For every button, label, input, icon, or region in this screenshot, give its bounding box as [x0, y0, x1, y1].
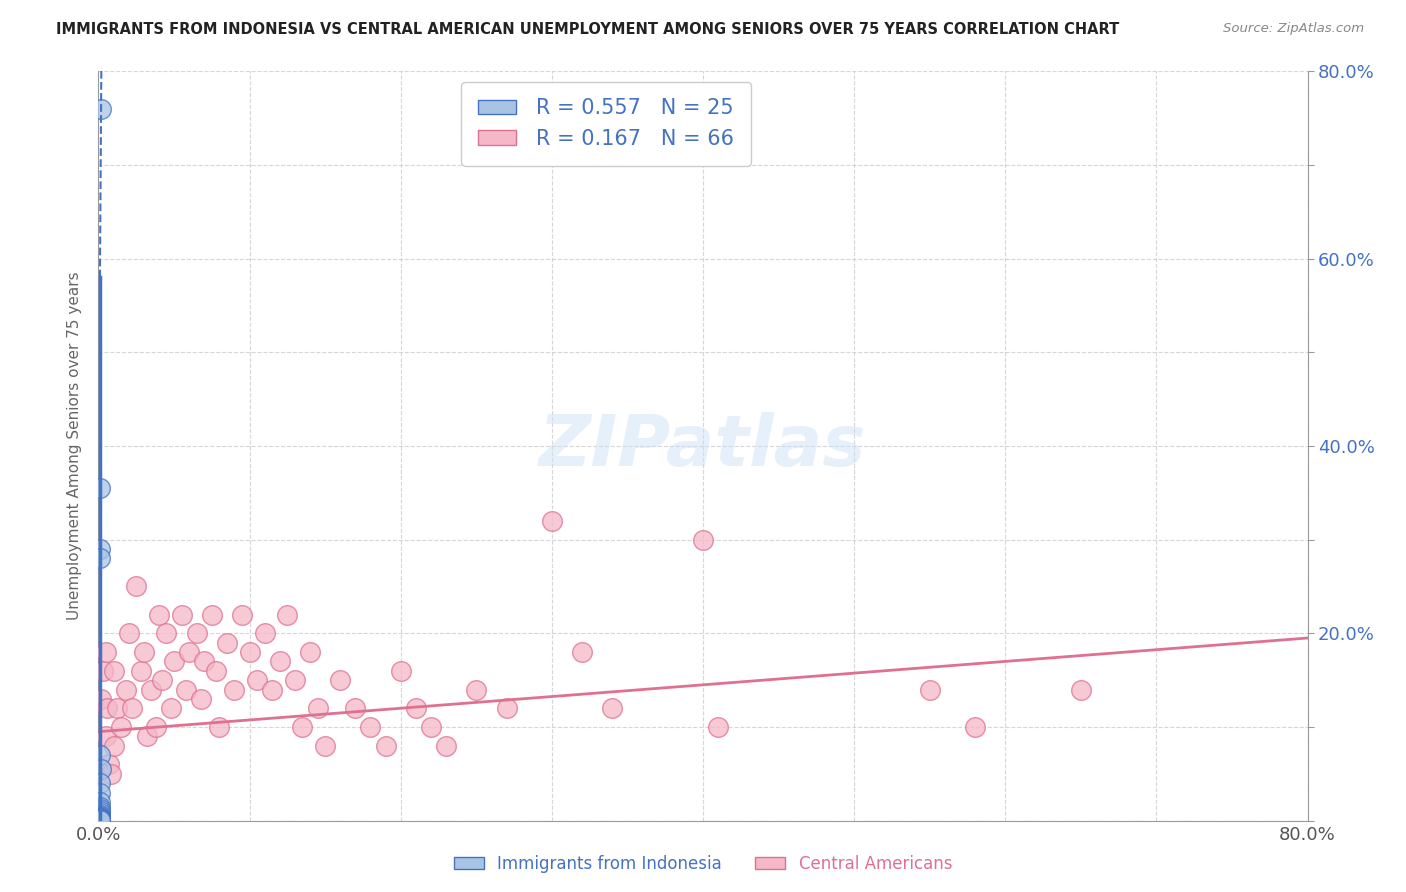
Point: [299, 645, 322, 659]
Point: [163, 655, 186, 669]
Point: [89, 808, 111, 822]
Point: [103, 664, 125, 678]
Point: [103, 739, 125, 753]
Point: [692, 533, 714, 547]
Point: [1070, 682, 1092, 697]
Point: [174, 682, 197, 697]
Point: [389, 664, 412, 678]
Point: [160, 701, 183, 715]
Point: [89, 812, 111, 826]
Point: [89, 812, 111, 826]
Legend: Immigrants from Indonesia, Central Americans: Immigrants from Indonesia, Central Ameri…: [447, 848, 959, 880]
Legend: R = 0.557   N = 25, R = 0.167   N = 66: R = 0.557 N = 25, R = 0.167 N = 66: [461, 82, 751, 166]
Point: [215, 635, 238, 649]
Point: [89, 813, 111, 827]
Point: [253, 626, 276, 640]
Point: [179, 645, 201, 659]
Point: [89, 481, 111, 495]
Point: [269, 655, 291, 669]
Point: [148, 607, 170, 622]
Point: [89, 810, 111, 824]
Point: [89, 813, 111, 827]
Point: [89, 802, 111, 816]
Point: [89, 811, 111, 825]
Point: [405, 701, 427, 715]
Point: [89, 813, 111, 827]
Point: [208, 720, 231, 734]
Point: [94, 645, 117, 659]
Point: [89, 776, 111, 790]
Point: [89, 811, 111, 825]
Point: [132, 645, 155, 659]
Point: [231, 607, 253, 622]
Point: [918, 682, 941, 697]
Point: [420, 720, 443, 734]
Point: [540, 514, 562, 528]
Point: [571, 645, 593, 659]
Point: [89, 786, 111, 800]
Point: [91, 664, 114, 678]
Point: [94, 730, 117, 744]
Point: [89, 805, 111, 819]
Point: [262, 682, 284, 697]
Text: IMMIGRANTS FROM INDONESIA VS CENTRAL AMERICAN UNEMPLOYMENT AMONG SENIORS OVER 75: IMMIGRANTS FROM INDONESIA VS CENTRAL AME…: [56, 22, 1119, 37]
Point: [141, 682, 163, 697]
Point: [307, 701, 329, 715]
Point: [205, 664, 228, 678]
Point: [239, 645, 262, 659]
Point: [155, 626, 177, 640]
Point: [284, 673, 307, 688]
Point: [89, 812, 111, 826]
Point: [344, 701, 367, 715]
Point: [707, 720, 730, 734]
Point: [465, 682, 488, 697]
Point: [90, 692, 112, 706]
Point: [602, 701, 624, 715]
Y-axis label: Unemployment Among Seniors over 75 years: Unemployment Among Seniors over 75 years: [67, 272, 83, 620]
Point: [105, 701, 128, 715]
Text: Source: ZipAtlas.com: Source: ZipAtlas.com: [1223, 22, 1364, 36]
Point: [965, 720, 987, 734]
Point: [129, 664, 152, 678]
Point: [110, 720, 132, 734]
Point: [201, 607, 224, 622]
Point: [145, 720, 167, 734]
Point: [329, 673, 352, 688]
Point: [96, 701, 118, 715]
Point: [121, 701, 143, 715]
Point: [291, 720, 314, 734]
Point: [89, 747, 111, 762]
Point: [224, 682, 246, 697]
Point: [98, 757, 121, 772]
Point: [118, 626, 141, 640]
Point: [89, 813, 111, 827]
Point: [100, 767, 122, 781]
Point: [186, 626, 208, 640]
Point: [114, 682, 136, 697]
Point: [170, 607, 193, 622]
Point: [89, 542, 111, 557]
Point: [276, 607, 298, 622]
Point: [135, 730, 157, 744]
Point: [150, 673, 173, 688]
Point: [89, 806, 111, 821]
Point: [89, 795, 111, 809]
Point: [190, 692, 212, 706]
Text: ZIPatlas: ZIPatlas: [540, 411, 866, 481]
Point: [89, 551, 111, 566]
Point: [495, 701, 517, 715]
Point: [193, 655, 215, 669]
Point: [246, 673, 269, 688]
Point: [89, 799, 111, 814]
Point: [90, 102, 112, 116]
Point: [374, 739, 396, 753]
Point: [360, 720, 382, 734]
Point: [314, 739, 336, 753]
Point: [125, 580, 148, 594]
Point: [434, 739, 457, 753]
Point: [89, 809, 111, 823]
Point: [90, 762, 112, 776]
